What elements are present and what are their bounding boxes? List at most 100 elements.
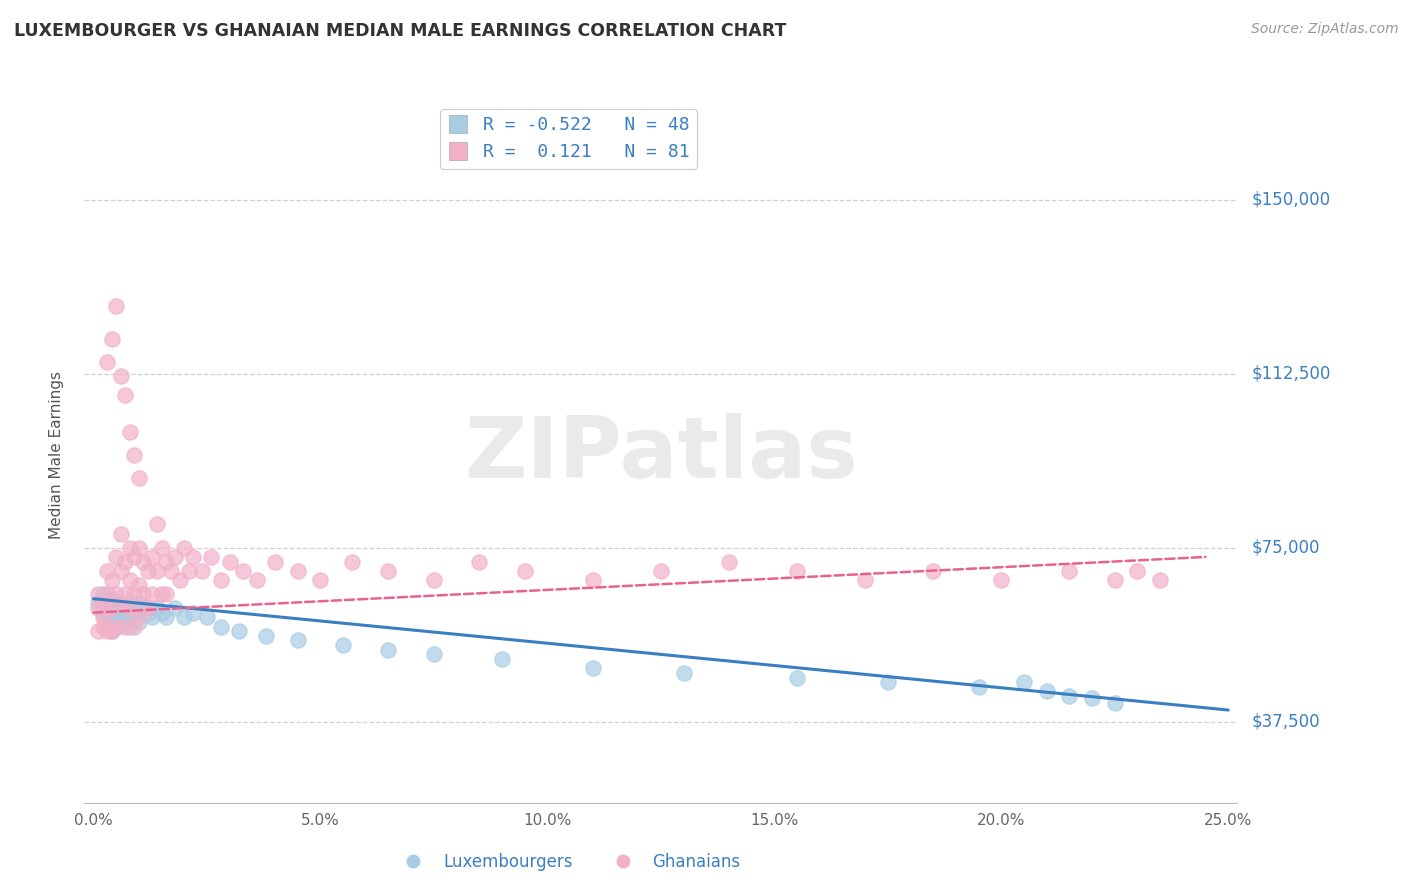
Point <box>246 573 269 587</box>
Point <box>146 517 169 532</box>
Point <box>136 601 159 615</box>
Point <box>141 549 163 564</box>
Point <box>110 526 132 541</box>
Point <box>150 606 173 620</box>
Point <box>340 555 363 569</box>
Point <box>100 601 122 615</box>
Point <box>1081 691 1104 706</box>
Point <box>91 606 114 620</box>
Legend: Luxembourgers, Ghanaians: Luxembourgers, Ghanaians <box>389 847 748 878</box>
Point <box>1149 573 1171 587</box>
Point <box>118 425 141 439</box>
Point <box>786 564 808 578</box>
Point <box>853 573 876 587</box>
Point <box>124 587 146 601</box>
Point <box>87 587 110 601</box>
Point <box>114 387 136 401</box>
Point <box>100 624 122 639</box>
Point <box>150 541 173 555</box>
Point <box>922 564 945 578</box>
Point <box>91 587 114 601</box>
Point <box>118 619 141 633</box>
Point <box>1126 564 1149 578</box>
Point <box>124 606 146 620</box>
Text: $150,000: $150,000 <box>1251 191 1330 209</box>
Point <box>110 615 132 629</box>
Point <box>650 564 672 578</box>
Point <box>218 555 240 569</box>
Point <box>114 610 136 624</box>
Point <box>146 564 169 578</box>
Point <box>132 601 155 615</box>
Point <box>96 587 118 601</box>
Point <box>377 564 399 578</box>
Point <box>786 671 808 685</box>
Point <box>87 596 110 610</box>
Point <box>128 541 150 555</box>
Point <box>181 549 204 564</box>
Point <box>124 619 146 633</box>
Text: Source: ZipAtlas.com: Source: ZipAtlas.com <box>1251 22 1399 37</box>
Text: $112,500: $112,500 <box>1251 365 1330 383</box>
Y-axis label: Median Male Earnings: Median Male Earnings <box>49 371 63 539</box>
Point <box>309 573 332 587</box>
Point <box>118 601 141 615</box>
Point <box>1012 675 1035 690</box>
Point <box>96 355 118 369</box>
Point <box>87 624 110 639</box>
Point <box>105 300 128 314</box>
Point <box>91 610 114 624</box>
Point <box>332 638 354 652</box>
Point <box>136 606 159 620</box>
Point <box>181 606 204 620</box>
Point <box>91 596 114 610</box>
Point <box>105 587 128 601</box>
Point <box>173 610 195 624</box>
Point <box>105 610 128 624</box>
Point <box>100 624 122 639</box>
Point <box>136 564 159 578</box>
Point <box>191 564 214 578</box>
Point <box>150 587 173 601</box>
Point <box>200 549 222 564</box>
Point <box>105 619 128 633</box>
Point <box>132 555 155 569</box>
Point <box>165 549 187 564</box>
Point <box>468 555 491 569</box>
Point <box>124 610 146 624</box>
Point <box>118 541 141 555</box>
Point <box>114 555 136 569</box>
Point <box>96 619 118 633</box>
Point <box>1104 573 1126 587</box>
Point <box>177 564 200 578</box>
Point <box>110 596 132 610</box>
Point <box>128 615 150 629</box>
Point <box>876 675 898 690</box>
Text: $75,000: $75,000 <box>1251 539 1320 557</box>
Point <box>100 591 122 606</box>
Point <box>990 573 1012 587</box>
Point <box>114 587 136 601</box>
Point <box>124 448 146 462</box>
Point <box>132 587 155 601</box>
Point <box>128 596 150 610</box>
Point <box>128 578 150 592</box>
Point <box>169 573 191 587</box>
Point <box>96 624 118 639</box>
Point <box>124 549 146 564</box>
Point <box>155 555 177 569</box>
Point <box>105 619 128 633</box>
Point <box>159 564 181 578</box>
Point <box>264 555 287 569</box>
Point <box>100 332 122 346</box>
Point <box>118 573 141 587</box>
Point <box>128 471 150 485</box>
Point <box>91 619 114 633</box>
Point <box>110 369 132 384</box>
Point <box>717 555 740 569</box>
Point <box>228 624 250 639</box>
Point <box>128 610 150 624</box>
Point <box>1059 689 1081 703</box>
Point <box>110 596 132 610</box>
Text: $37,500: $37,500 <box>1251 713 1320 731</box>
